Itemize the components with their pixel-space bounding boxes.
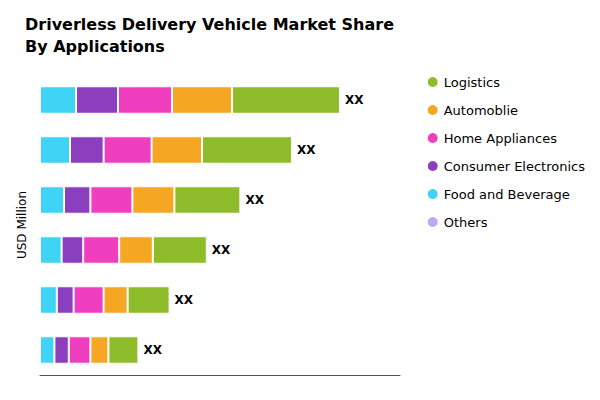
svg-text:Home Appliances: Home Appliances	[444, 131, 557, 146]
svg-text:XX: XX	[175, 293, 194, 307]
svg-text:Logistics: Logistics	[444, 75, 500, 90]
svg-text:XX: XX	[345, 93, 364, 107]
svg-text:Consumer Electronics: Consumer Electronics	[444, 159, 586, 174]
svg-text:USD Million: USD Million	[15, 191, 29, 259]
svg-text:Automoblie: Automoblie	[444, 103, 518, 118]
svg-text:XX: XX	[212, 243, 231, 257]
svg-text:XX: XX	[143, 343, 162, 357]
svg-text:XX: XX	[297, 143, 316, 157]
svg-text:Driverless Delivery Vehicle Ma: Driverless Delivery Vehicle Market Share	[25, 15, 394, 34]
svg-text:Food and Beverage: Food and Beverage	[444, 187, 570, 202]
svg-text:Others: Others	[444, 215, 488, 230]
svg-text:XX: XX	[245, 193, 264, 207]
svg-text:By Applications: By Applications	[25, 37, 165, 56]
